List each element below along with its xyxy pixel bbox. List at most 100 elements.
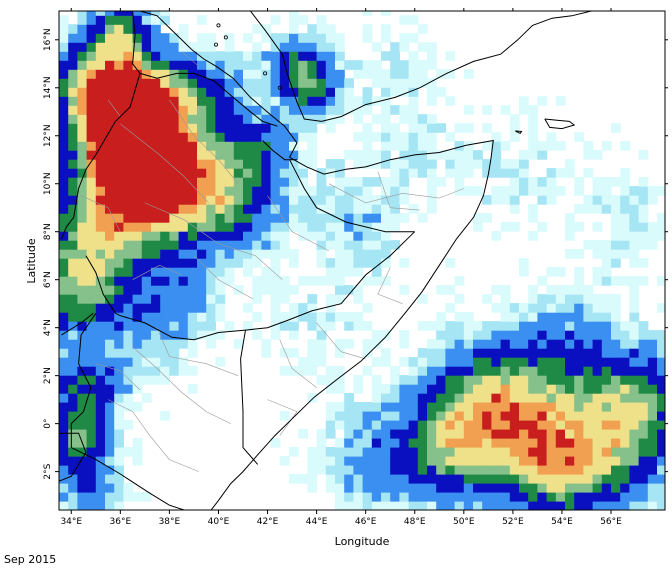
rain-cell [555, 285, 566, 295]
rain-cell [408, 456, 419, 466]
rain-cell [353, 213, 364, 223]
rain-cell [592, 393, 603, 403]
rain-cell [252, 240, 262, 250]
rain-cell [408, 474, 419, 484]
rain-cell [500, 321, 511, 331]
rain-cell [178, 51, 189, 61]
rain-cell [362, 465, 373, 475]
rain-cell [335, 51, 345, 61]
rain-cell [215, 186, 226, 196]
rain-cell [601, 375, 612, 385]
rain-cell [574, 132, 584, 142]
rain-cell [592, 420, 603, 430]
rain-cell [215, 357, 226, 367]
rain-cell [206, 60, 216, 70]
rain-cell [224, 195, 235, 205]
rain-cell [482, 348, 492, 358]
rain-cell [592, 465, 603, 475]
rain-cell [546, 501, 557, 510]
rain-cell [371, 420, 382, 430]
rain-cell [289, 312, 299, 322]
rain-cell [344, 321, 354, 331]
rain-cell [482, 375, 492, 385]
rain-cell [206, 285, 216, 295]
rain-cell [620, 195, 630, 205]
rain-cell [436, 402, 446, 412]
rain-cell [381, 195, 391, 205]
rain-cell [123, 330, 134, 340]
rain-cell [298, 231, 308, 241]
rain-cell [408, 438, 419, 448]
rain-cell [95, 60, 106, 70]
rain-cell [325, 384, 336, 394]
rain-cell [178, 285, 189, 295]
rain-cell [261, 132, 272, 142]
rain-cell [114, 249, 124, 259]
rain-cell [151, 303, 161, 313]
rain-cell [77, 204, 88, 214]
rain-cell [445, 51, 456, 61]
rain-cell [353, 114, 364, 124]
rain-cell [298, 96, 308, 106]
rain-cell [169, 249, 180, 259]
rain-cell [307, 24, 318, 34]
rain-cell [86, 186, 97, 196]
rain-cell [68, 24, 78, 34]
rain-cell [325, 87, 336, 97]
rain-cell [528, 312, 538, 322]
rain-cell [160, 240, 170, 250]
rain-cell [279, 249, 290, 259]
rain-cell [335, 420, 345, 430]
rain-cell [519, 150, 529, 160]
rain-cell [307, 123, 318, 133]
rain-cell [555, 465, 566, 475]
rain-cell [132, 213, 143, 223]
lon-tick-label: 34°E [60, 517, 82, 527]
rain-cell [482, 420, 492, 430]
rain-cell [105, 123, 115, 133]
rain-cell [123, 213, 134, 223]
rain-cell [298, 276, 308, 286]
rain-cell [86, 177, 97, 187]
rain-cell [509, 177, 520, 187]
rain-cell [77, 339, 88, 349]
rain-cell [169, 168, 180, 178]
rain-cell [335, 465, 345, 475]
rain-cell [160, 258, 170, 268]
rain-cell [197, 195, 207, 205]
rain-cell [371, 150, 382, 160]
rain-cell [500, 366, 511, 376]
rain-cell [151, 249, 161, 259]
lon-tick-label: 52°E [502, 517, 524, 527]
rain-cell [463, 150, 474, 160]
rain-cell [546, 177, 557, 187]
rain-cell [252, 195, 262, 205]
rain-cell [371, 249, 382, 259]
rain-cell [68, 222, 78, 232]
rain-cell [647, 339, 658, 349]
rain-cell [123, 384, 134, 394]
rain-cell [132, 357, 143, 367]
coastline-socotra [544, 118, 576, 130]
rain-cell [601, 501, 612, 510]
rain-cell [114, 375, 124, 385]
rain-cell [169, 195, 180, 205]
rain-cell [169, 177, 180, 187]
rain-cell [565, 168, 575, 178]
rain-cell [178, 114, 189, 124]
rain-cell [509, 312, 520, 322]
rain-cell [206, 168, 216, 178]
rain-cell [528, 339, 538, 349]
rain-cell [427, 402, 437, 412]
rain-cell [95, 465, 106, 475]
rain-cell [77, 51, 88, 61]
rain-cell [638, 375, 649, 385]
rain-cell [371, 231, 382, 241]
rain-cell [141, 195, 152, 205]
rain-cell [335, 105, 345, 115]
rain-cell [657, 384, 665, 394]
rain-cell [629, 348, 640, 358]
rain-cell [647, 357, 658, 367]
rain-cell [638, 366, 649, 376]
rain-cell [187, 213, 198, 223]
